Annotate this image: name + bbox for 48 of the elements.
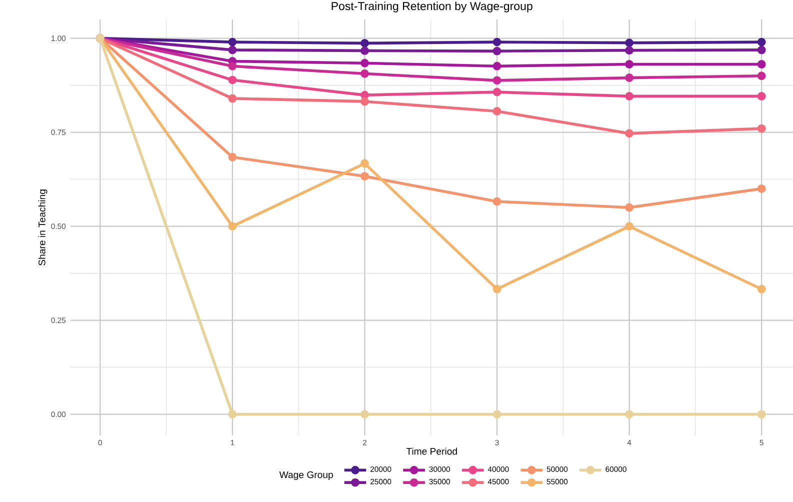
point <box>360 97 369 106</box>
point <box>228 94 237 103</box>
point <box>360 39 369 48</box>
point <box>492 46 502 56</box>
x-axis-title: Time Period <box>406 448 457 455</box>
point <box>625 92 634 100</box>
point <box>757 410 766 419</box>
point <box>625 38 634 48</box>
point <box>360 172 369 181</box>
point <box>625 60 634 69</box>
point <box>228 76 237 84</box>
point <box>228 62 237 70</box>
point <box>228 152 237 162</box>
point <box>625 222 634 231</box>
point <box>360 410 369 419</box>
point <box>492 197 502 206</box>
point <box>757 184 766 193</box>
point <box>360 46 369 55</box>
point <box>625 74 634 82</box>
point <box>492 62 502 70</box>
point <box>757 60 766 69</box>
point <box>360 69 369 78</box>
point <box>625 129 634 138</box>
point <box>360 90 369 100</box>
point <box>757 284 766 294</box>
legend-title: Wage Group <box>279 471 333 480</box>
point <box>228 222 237 231</box>
point <box>757 92 766 100</box>
point <box>625 46 634 55</box>
point <box>492 284 502 294</box>
point <box>228 410 237 419</box>
point <box>360 58 369 68</box>
point <box>360 159 369 168</box>
chart-title: Post-Training Retention by Wage-group <box>332 2 532 12</box>
point <box>492 76 502 85</box>
point <box>492 107 502 116</box>
point <box>492 88 502 96</box>
point <box>757 46 766 54</box>
point <box>757 72 766 80</box>
point <box>757 124 766 133</box>
point <box>625 203 634 212</box>
point <box>228 46 237 54</box>
point <box>625 410 634 419</box>
point <box>757 38 766 46</box>
point <box>228 38 237 46</box>
y-axis-title: Share in Teaching <box>38 190 48 266</box>
point <box>492 410 502 419</box>
point <box>492 38 502 46</box>
